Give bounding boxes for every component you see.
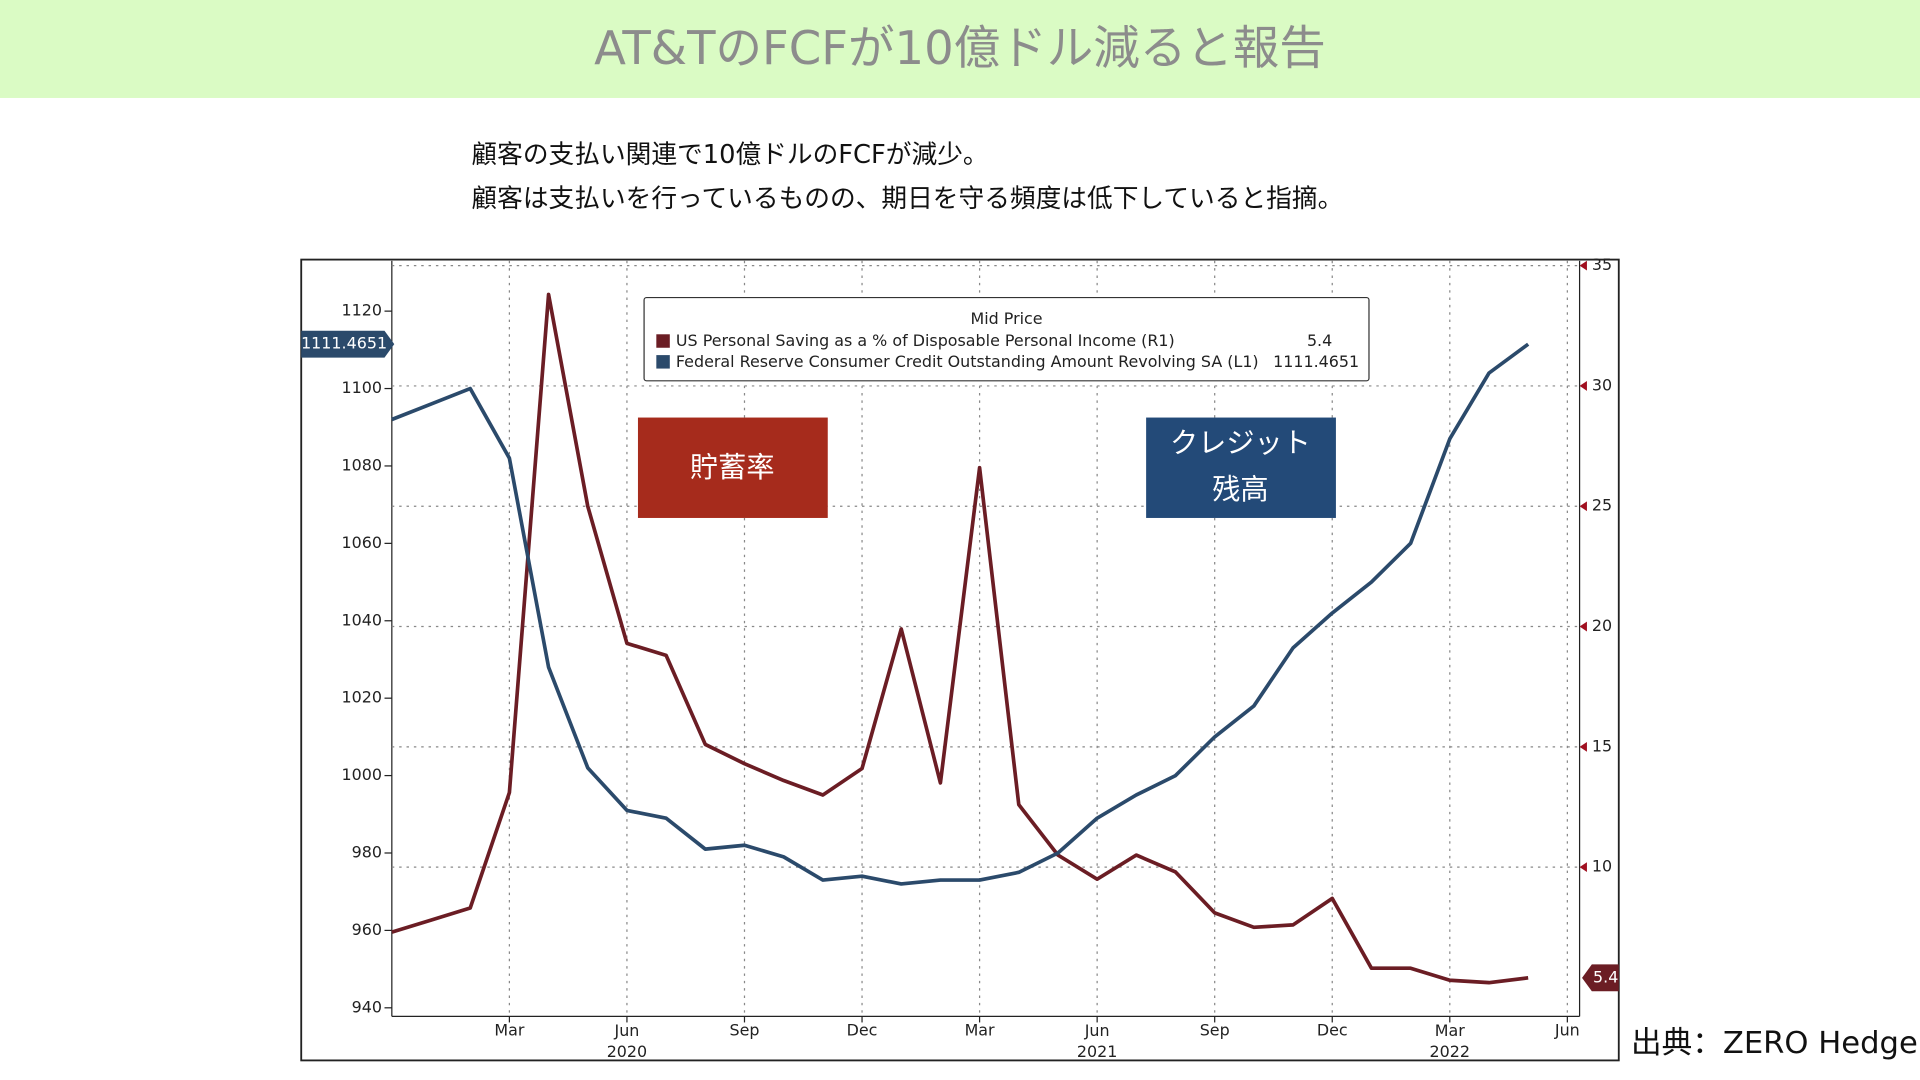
y2-tick-label: 20 — [1592, 616, 1612, 635]
x-tick-label-part: Jun — [1084, 1021, 1110, 1040]
y2-tick-label: 15 — [1592, 736, 1612, 755]
legend-label: US Personal Saving as a % of Disposable … — [676, 331, 1175, 350]
annotation-box — [637, 417, 828, 518]
series-line — [391, 342, 1530, 886]
value-badge — [1582, 964, 1619, 992]
series-line — [391, 292, 1529, 985]
legend-swatch — [656, 355, 670, 369]
y-tick-label: 1000 — [342, 765, 382, 784]
y2-tick — [1579, 862, 1587, 873]
annotation-text-part: クレジット — [1170, 426, 1311, 459]
x-tick-label: Dec — [847, 1021, 878, 1040]
y-tick-label: 960 — [352, 920, 382, 939]
x-tick-label-part: 2020 — [607, 1041, 647, 1060]
y-tick-label: 1020 — [342, 688, 382, 707]
subtitle-line: 顧客は支払いを行っているものの、期日を守る頻度は低下していると指摘。 — [471, 184, 1343, 214]
x-tick-label: Sep — [1200, 1021, 1230, 1040]
annotation-box — [1146, 417, 1336, 518]
y-tick-label: 980 — [352, 842, 382, 861]
chart: 940 960 980 1000 1020 1040 1060 1080 1100 1120 10 1… — [301, 255, 1619, 1060]
y2-tick — [1579, 621, 1587, 632]
x-tick-label: Mar 2022 — [1430, 1021, 1470, 1061]
y-tick-label: 1120 — [342, 301, 382, 320]
y-tick-label: 1080 — [342, 455, 382, 474]
header-band — [0, 0, 1920, 98]
x-tick-label-part: 2022 — [1430, 1041, 1470, 1060]
y2-tick-label: 25 — [1592, 496, 1612, 515]
y-tick-label: 1100 — [342, 378, 382, 397]
x-tick-label: Mar — [965, 1021, 995, 1040]
y2-tick-label: 10 — [1592, 857, 1612, 876]
value-badge-label: 5.4 — [1593, 967, 1618, 986]
y2-tick — [1579, 260, 1587, 271]
legend-value: 1111.4651 — [1273, 352, 1359, 371]
value-badge-label: 1111.4651 — [301, 334, 387, 353]
legend-label: Federal Reserve Consumer Credit Outstand… — [676, 352, 1259, 371]
title: AT&TのFCFが10億ドル減ると報告 — [594, 21, 1326, 75]
y2-tick-label: 30 — [1592, 375, 1612, 394]
legend-value: 5.4 — [1307, 331, 1332, 350]
x-tick-label-part: Mar — [1435, 1021, 1465, 1040]
legend-box — [643, 296, 1370, 382]
x-tick-label-part: 2021 — [1077, 1041, 1117, 1060]
legend-swatch — [656, 334, 670, 348]
y-tick-label: 1060 — [342, 533, 382, 552]
y2-tick — [1579, 381, 1587, 391]
legend-title: Mid Price — [970, 309, 1042, 328]
value-badge — [301, 330, 395, 358]
source: 出典：ZERO Hedge — [1631, 1026, 1918, 1061]
subtitle-line: 顧客の支払い関連で10億ドルのFCFが減少。 — [471, 140, 988, 170]
x-tick-label: Dec — [1317, 1021, 1348, 1040]
annotation-text: クレジット残高 — [1170, 426, 1311, 506]
annotation-text-part: 残高 — [1212, 473, 1268, 506]
x-tick-label: Jun — [1554, 1021, 1580, 1040]
y2-tick — [1579, 741, 1587, 752]
x-tick-label: Jun 2020 — [607, 1021, 647, 1061]
x-tick-label-part: Jun — [614, 1021, 640, 1040]
y2-tick — [1579, 501, 1587, 512]
x-tick-label: Jun 2021 — [1077, 1021, 1117, 1061]
x-tick-label: Mar — [494, 1021, 524, 1040]
annotation-text: 貯蓄率 — [690, 451, 774, 484]
y2-tick-label: 35 — [1592, 255, 1612, 274]
y-tick-label: 940 — [352, 997, 382, 1016]
x-tick-label: Sep — [729, 1021, 759, 1040]
y-tick-label: 1040 — [342, 610, 382, 629]
